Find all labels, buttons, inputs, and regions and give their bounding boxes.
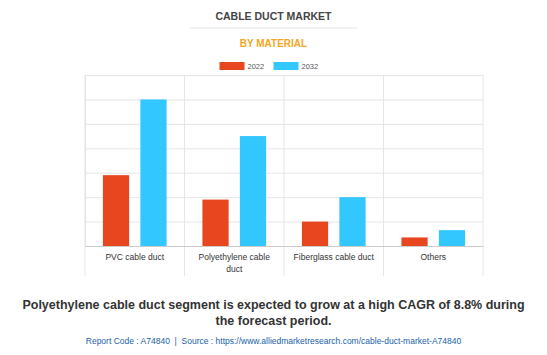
chart: CABLE DUCT MARKET BY MATERIAL 2022 2032 PVC … [0,0,547,355]
bar [240,136,266,246]
legend-label: 2022 [248,62,265,71]
text-line: PVC cable duct [105,252,164,262]
x-tick-label: Others [420,252,446,262]
subtitle: BY MATERIAL [240,38,307,49]
text-line: duct [226,264,243,274]
category-separator [383,75,384,276]
x-tick-label: Polyethylene cable duct [199,252,271,274]
legend-swatch [220,62,245,70]
bars [103,99,465,246]
y-tick [85,246,483,247]
bar [339,197,365,246]
category-separator [483,75,484,276]
x-tick: Polyethylene cable duct [199,246,271,274]
text-line: Others [420,252,446,262]
category-separator [85,75,86,276]
title: CABLE DUCT MARKET [215,10,332,22]
bar [202,200,228,246]
legend-label: 2032 [302,62,319,71]
bar [103,175,129,246]
bar [401,237,427,246]
bar [302,222,328,246]
source-note: Report Code : A74840 | Source : https://… [86,336,462,346]
category-separator [184,75,185,276]
x-axis: PVC cable duct Polyethylene cable duct Fibe… [86,246,484,274]
x-tick-label: PVC cable duct [105,252,164,262]
x-tick-label: Fiberglass cable duct [294,252,375,262]
x-tick: Fiberglass cable duct [294,246,375,262]
text-line: the forecast period. [216,314,332,328]
text-line: Polyethylene cable duct segment is expec… [22,298,524,312]
x-axis-line [86,246,484,247]
x-tick: Others [420,246,446,262]
legend: 2022 2032 [220,62,319,71]
grid-line [85,246,483,247]
bar [140,99,166,246]
category-separator [284,75,285,276]
bar [439,230,465,246]
x-tick: PVC cable duct [105,246,164,262]
plot: PVC cable duct Polyethylene cable duct Fibe… [85,75,484,276]
text-line: Polyethylene cable [199,252,271,262]
legend-swatch [274,62,299,70]
text-line: Fiberglass cable duct [294,252,375,262]
title-rule [190,28,357,29]
caption: Polyethylene cable duct segment is expec… [22,298,524,328]
